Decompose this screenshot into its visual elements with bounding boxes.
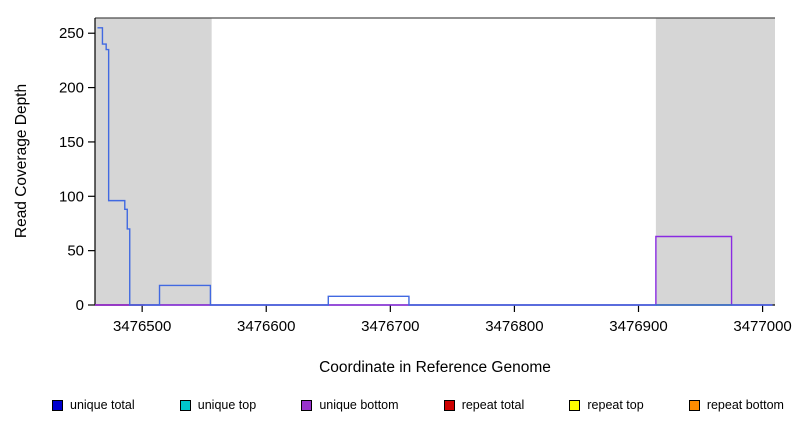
- legend-item: unique total: [52, 398, 135, 412]
- legend-item: unique top: [179, 398, 257, 412]
- x-tick-label: 3476700: [361, 318, 419, 335]
- y-tick-label: 50: [67, 243, 84, 260]
- x-tick-label: 3476500: [113, 318, 171, 335]
- legend-item-label: repeat bottom: [706, 398, 784, 412]
- legend-item: repeat bottom: [688, 398, 784, 412]
- series-line: [97, 27, 773, 306]
- legend-swatch-icon: [688, 399, 700, 411]
- legend-item: unique bottom: [301, 398, 399, 412]
- legend-item-label: unique bottom: [319, 398, 399, 412]
- legend-swatch-icon: [301, 399, 313, 411]
- x-tick-label: 3477000: [733, 318, 791, 335]
- x-tick-label: 3476900: [609, 318, 667, 335]
- legend-swatch-icon: [52, 399, 63, 411]
- y-tick-label: 100: [59, 188, 84, 205]
- legend-item-label: repeat top: [587, 398, 644, 412]
- shaded-region: [95, 18, 212, 305]
- legend-swatch-icon: [569, 399, 581, 411]
- y-tick-label: 200: [59, 80, 84, 97]
- shaded-region: [655, 18, 775, 305]
- y-axis-title: Read Coverage Depth: [13, 83, 30, 239]
- legend-item: repeat total: [443, 398, 525, 412]
- legend-item-label: unique top: [197, 398, 257, 412]
- y-tick-label: 0: [76, 297, 84, 314]
- legend-item-label: repeat total: [461, 398, 525, 412]
- legend: unique total unique top unique bottom repea…: [52, 398, 784, 412]
- x-tick-label: 3476800: [485, 318, 543, 335]
- legend-item: repeat top: [569, 398, 644, 412]
- y-tick-label: 150: [59, 134, 84, 151]
- legend-item-label: unique total: [70, 398, 135, 412]
- legend-swatch-icon: [443, 399, 455, 411]
- x-axis-title: Coordinate in Reference Genome: [319, 359, 551, 376]
- y-tick-label: 250: [59, 25, 84, 42]
- x-tick-label: 3476600: [237, 318, 295, 335]
- legend-swatch-icon: [179, 399, 191, 411]
